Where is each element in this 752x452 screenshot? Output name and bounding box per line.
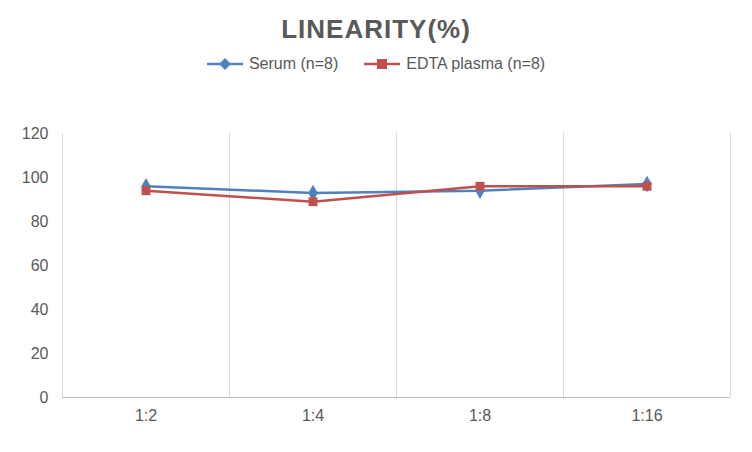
- svg-text:20: 20: [31, 345, 49, 362]
- html-text:Serum (n=8): Serum (n=8): [248, 55, 339, 72]
- svg-text:1:2: 1:2: [135, 407, 157, 424]
- html-text:LINEARITY(%): LINEARITY(%): [281, 14, 471, 44]
- svg-text:0: 0: [40, 389, 49, 406]
- svg-text:1:16: 1:16: [631, 407, 662, 424]
- svg-text:60: 60: [31, 257, 49, 274]
- svg-text:80: 80: [31, 213, 49, 230]
- svg-text:1:4: 1:4: [302, 407, 324, 424]
- html-text:EDTA plasma (n=8): EDTA plasma (n=8): [406, 55, 546, 72]
- svg-text:100: 100: [22, 169, 49, 186]
- svg-text:40: 40: [31, 301, 49, 318]
- svg-text:120: 120: [22, 125, 49, 142]
- svg-text:1:8: 1:8: [469, 407, 491, 424]
